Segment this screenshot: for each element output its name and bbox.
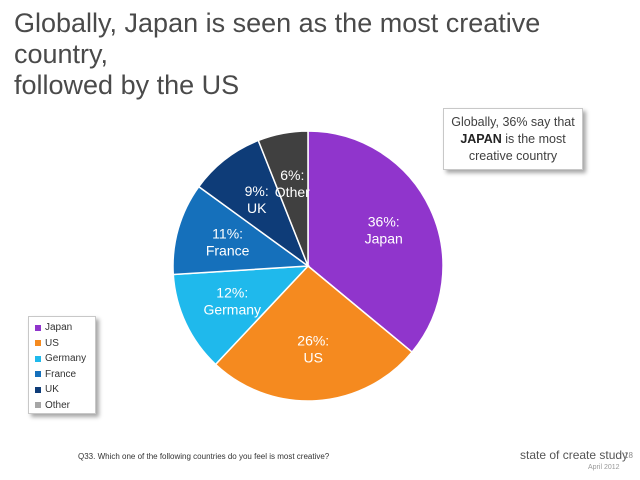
callout-box: Globally, 36% say that JAPAN is the most… [443, 108, 583, 170]
pie-label-name: Other [275, 184, 310, 200]
legend-label: Germany [45, 353, 87, 365]
pie-label-percent: 11%: [212, 226, 243, 242]
pie-label-percent: 12%: [216, 285, 248, 301]
pie-slices [172, 130, 444, 402]
page-title: Globally, Japan is seen as the most crea… [14, 8, 624, 101]
legend-swatch [35, 386, 41, 393]
legend-label: UK [45, 384, 59, 396]
legend-swatch [35, 340, 41, 347]
legend-label: Japan [45, 322, 73, 334]
question-footnote: Q33. Which one of the following countrie… [78, 452, 330, 461]
pie-label-name: Japan [365, 230, 403, 246]
legend-swatch [35, 371, 41, 378]
pie-slice-other [257, 130, 309, 267]
callout-line-1: Globally, 36% say that [451, 115, 575, 129]
legend-swatch [35, 355, 41, 362]
callout-line-2: JAPAN is the most [444, 131, 582, 148]
pie-label-uk: 9%: UK [245, 183, 269, 216]
legend-swatch [35, 402, 41, 409]
pie-label-name: Germany [203, 302, 261, 318]
legend-item-germany: Germany [35, 351, 95, 367]
legend-label: France [45, 368, 77, 380]
page-number: 18 [624, 451, 633, 460]
legend-item-france: France [35, 367, 95, 383]
callout-emphasis: JAPAN [460, 132, 502, 146]
callout-line-2-rest: is the most [501, 132, 566, 146]
pie-label-percent: 36%: [368, 213, 400, 229]
pie-label-name: France [206, 243, 250, 259]
callout-line-3: creative country [468, 149, 558, 163]
pie-label-germany: 12%: Germany [203, 285, 261, 318]
pie-label-percent: 6%: [280, 167, 304, 183]
brand-text: state of create study [520, 448, 629, 462]
pie-slice-france [172, 185, 311, 276]
pie-label-percent: 26%: [297, 333, 329, 349]
chart-legend: Japan US Germany France UK Other [28, 316, 96, 414]
footer-date: April 2012 [588, 464, 620, 471]
legend-label: Other [45, 399, 71, 411]
pie-label-percent: 9%: [245, 183, 269, 199]
pie-label-other: 6%: Other [275, 167, 310, 200]
legend-item-other: Other [35, 398, 95, 414]
legend-item-japan: Japan [35, 320, 95, 336]
pie-label-name: US [304, 350, 323, 366]
pie-label-us: 26%: US [297, 333, 329, 366]
pie-label-name: UK [247, 200, 267, 216]
title-line-2: followed by the US [14, 70, 240, 100]
title-line-1: Globally, Japan is seen as the most crea… [14, 8, 541, 69]
pie-label-france: 11%: France [206, 226, 250, 259]
pie-slice-japan [307, 130, 444, 354]
legend-swatch [35, 324, 41, 331]
pie-label-japan: 36%: Japan [365, 213, 403, 246]
legend-item-uk: UK [35, 382, 95, 398]
pie-slice-germany [172, 265, 310, 366]
legend-item-us: US [35, 336, 95, 352]
legend-label: US [45, 337, 59, 349]
pie-slice-us [214, 264, 414, 402]
